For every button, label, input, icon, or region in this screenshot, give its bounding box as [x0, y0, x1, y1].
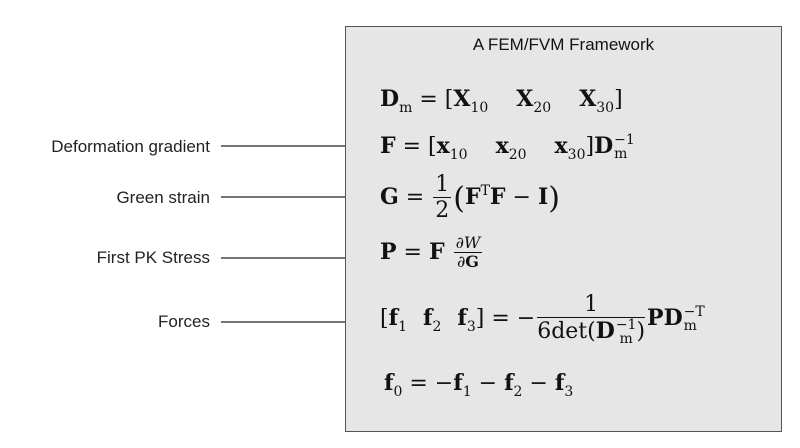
- equation-dm: Dm = [X10 X20 X30]: [380, 86, 623, 116]
- panel-title: A FEM/FVM Framework: [472, 35, 655, 54]
- equation-forces: [f1 f2 f3] = −1 6det(D −1 m) PD −T m: [380, 292, 705, 348]
- equation-first-pk-stress: P = F ∂W ∂G: [380, 233, 483, 272]
- framework-panel: A FEM/FVM Framework: [345, 26, 782, 432]
- equation-green-strain: G = 1 2 (FTF − I): [380, 172, 560, 224]
- equation-deformation-gradient: F = [x10 x20 x30]D −1 m: [380, 132, 635, 163]
- label-first-pk-stress: First PK Stress: [96, 248, 210, 267]
- label-green-strain: Green strain: [116, 188, 210, 207]
- label-deformation-gradient: Deformation gradient: [51, 137, 210, 156]
- equation-f0: f0 = −f1 − f2 − f3: [384, 370, 574, 400]
- label-forces: Forces: [158, 312, 210, 331]
